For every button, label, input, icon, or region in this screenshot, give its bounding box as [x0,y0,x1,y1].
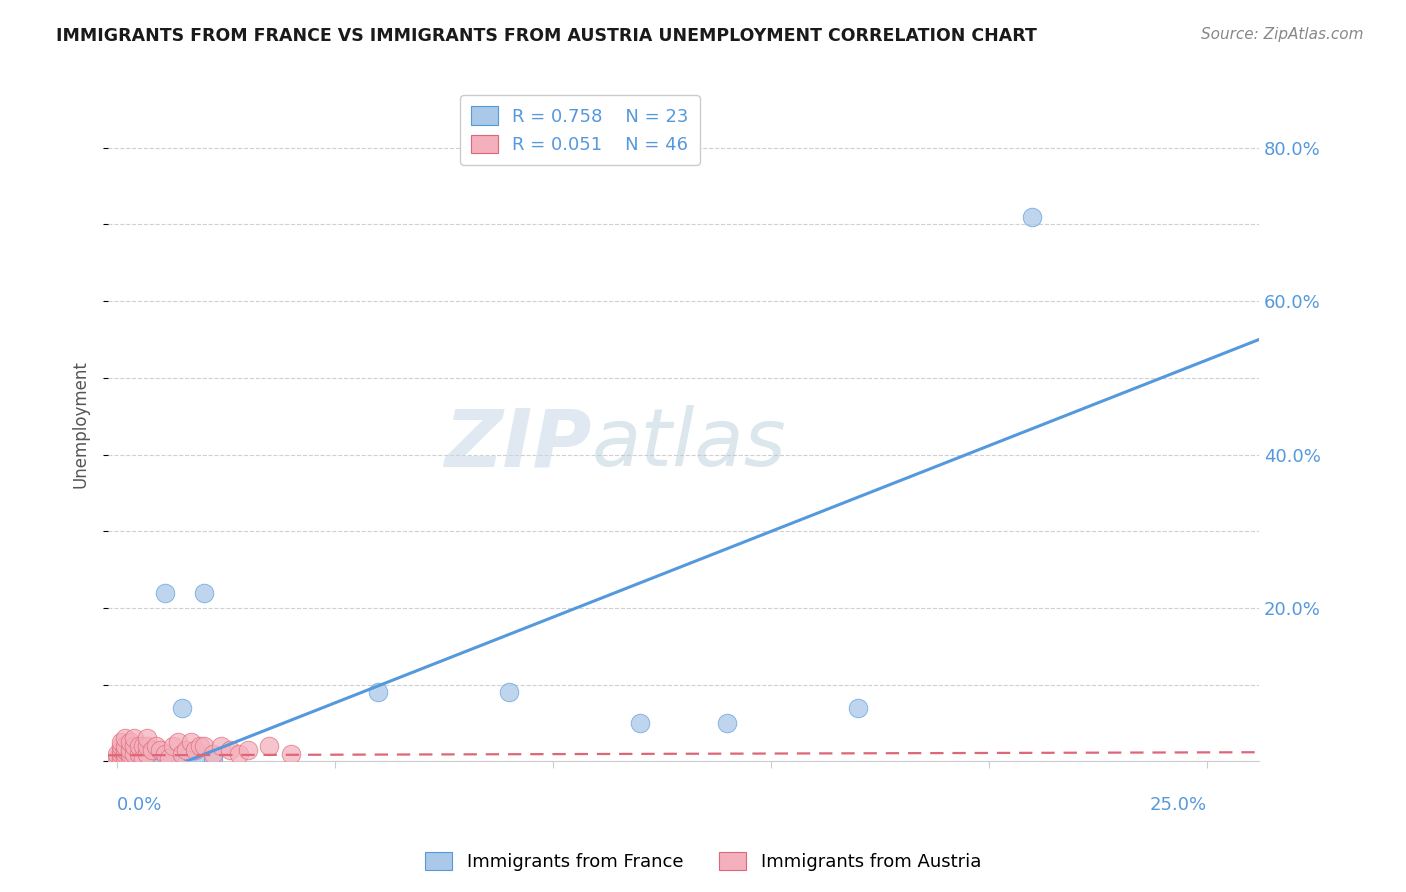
Point [193,739,215,753]
Point [110,735,132,749]
Point [118,747,141,761]
Point [162,739,184,753]
Point [201,750,224,764]
Point [136,750,159,764]
Point [157,750,180,764]
Point [188,739,211,753]
Point [128,747,150,761]
Point [228,747,250,761]
Point [280,747,302,761]
Point [259,739,281,753]
Point [105,747,128,761]
Point [122,747,145,761]
Point [122,731,145,746]
Point [498,685,520,699]
Legend: R = 0.758    N = 23, R = 0.051    N = 46: R = 0.758 N = 23, R = 0.051 N = 46 [460,95,700,165]
Point [118,735,141,749]
Point [128,739,150,753]
Point [219,743,242,757]
Point [176,743,198,757]
Point [114,747,136,761]
Point [110,747,132,761]
Point [110,743,132,757]
Point [136,731,159,746]
Point [132,739,155,753]
Point [193,585,215,599]
Point [149,743,172,757]
Point [1021,210,1043,224]
Point [153,585,176,599]
Point [201,747,224,761]
Point [114,750,136,764]
Point [176,750,198,764]
Text: atlas: atlas [592,405,786,483]
Point [236,743,259,757]
Point [846,700,869,714]
Point [166,735,188,749]
Point [132,750,155,764]
Point [180,735,202,749]
Point [172,700,194,714]
Legend: Immigrants from France, Immigrants from Austria: Immigrants from France, Immigrants from … [418,845,988,879]
Point [209,739,232,753]
Text: Source: ZipAtlas.com: Source: ZipAtlas.com [1201,27,1364,42]
Point [122,750,145,764]
Point [132,750,155,764]
Point [114,739,136,753]
Text: IMMIGRANTS FROM FRANCE VS IMMIGRANTS FROM AUSTRIA UNEMPLOYMENT CORRELATION CHART: IMMIGRANTS FROM FRANCE VS IMMIGRANTS FRO… [56,27,1038,45]
Point [172,747,194,761]
Point [141,743,163,757]
Point [110,739,132,753]
Point [114,743,136,757]
Point [628,716,651,731]
Point [145,750,167,764]
Point [157,750,180,764]
Point [184,743,207,757]
Text: ZIP: ZIP [444,405,592,483]
Point [128,750,150,764]
Point [110,750,132,764]
Point [118,743,141,757]
Point [105,750,128,764]
Point [367,685,389,699]
Text: 0.0%: 0.0% [117,796,162,814]
Point [149,750,172,764]
Point [141,750,163,764]
Point [110,750,132,764]
Point [136,739,159,753]
Point [184,750,207,764]
Point [145,739,167,753]
Point [118,750,141,764]
Point [118,750,141,764]
Point [136,747,159,761]
Point [716,716,738,731]
Point [114,750,136,764]
Point [122,739,145,753]
Text: 25.0%: 25.0% [1150,796,1206,814]
Y-axis label: Unemployment: Unemployment [72,360,89,488]
Point [114,731,136,746]
Point [153,747,176,761]
